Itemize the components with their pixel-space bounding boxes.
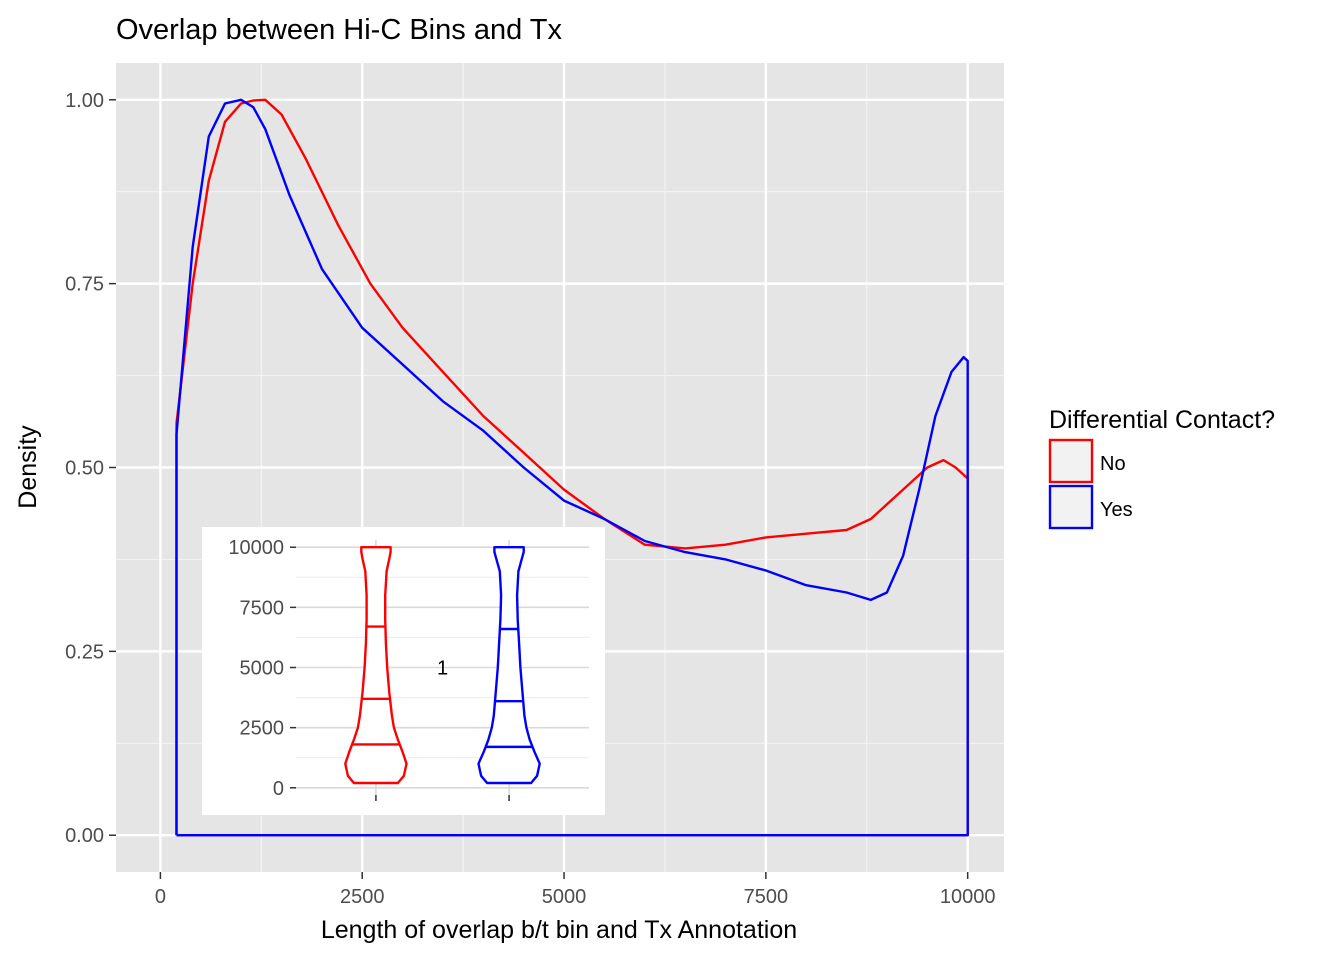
- x-axis-label: Length of overlap b/t bin and Tx Annotat…: [321, 916, 797, 944]
- violin-no: [344, 546, 408, 785]
- y-tick-label: 0.75: [65, 274, 104, 296]
- inset-violin-plot: 0 2500 5000 7500 10000 1: [202, 527, 605, 815]
- inset-y-tick-label: 5000: [240, 658, 285, 680]
- x-tick-label: 0: [155, 886, 166, 908]
- x-tick-label: 10000: [940, 886, 996, 908]
- x-tick-label: 5000: [542, 886, 587, 908]
- axis-layer: 0 2500 5000 7500 10000 0.00 0.25 0.50 0.75 1.00: [65, 90, 995, 908]
- inset-y-tick-label: 7500: [240, 597, 285, 619]
- inset-y-tick-label: 0: [273, 778, 284, 800]
- series-line-yes: [175, 98, 969, 837]
- legend-label-yes: Yes: [1100, 499, 1133, 521]
- chart-title: Overlap between Hi-C Bins and Tx: [116, 14, 562, 46]
- y-tick-label: 0.00: [65, 825, 104, 847]
- series-layer: [175, 98, 969, 837]
- inset-y-tick-label: 10000: [228, 537, 284, 559]
- violin-yes: [477, 546, 541, 785]
- x-tick-label: 7500: [744, 886, 789, 908]
- legend-label-no: No: [1100, 453, 1126, 475]
- legend-key-yes: [1048, 484, 1094, 530]
- legend-key-no: [1048, 438, 1094, 484]
- legend-title: Differential Contact?: [1049, 406, 1275, 434]
- y-tick-label: 1.00: [65, 90, 104, 112]
- inset-y-tick-label: 2500: [240, 718, 285, 740]
- y-tick-label: 0.25: [65, 641, 104, 663]
- x-tick-label: 2500: [340, 886, 385, 908]
- legend: Differential Contact? No Yes: [1048, 406, 1275, 530]
- y-tick-label: 0.50: [65, 458, 104, 480]
- y-axis-label: Density: [14, 425, 42, 509]
- inset-center-label: 1: [437, 658, 448, 680]
